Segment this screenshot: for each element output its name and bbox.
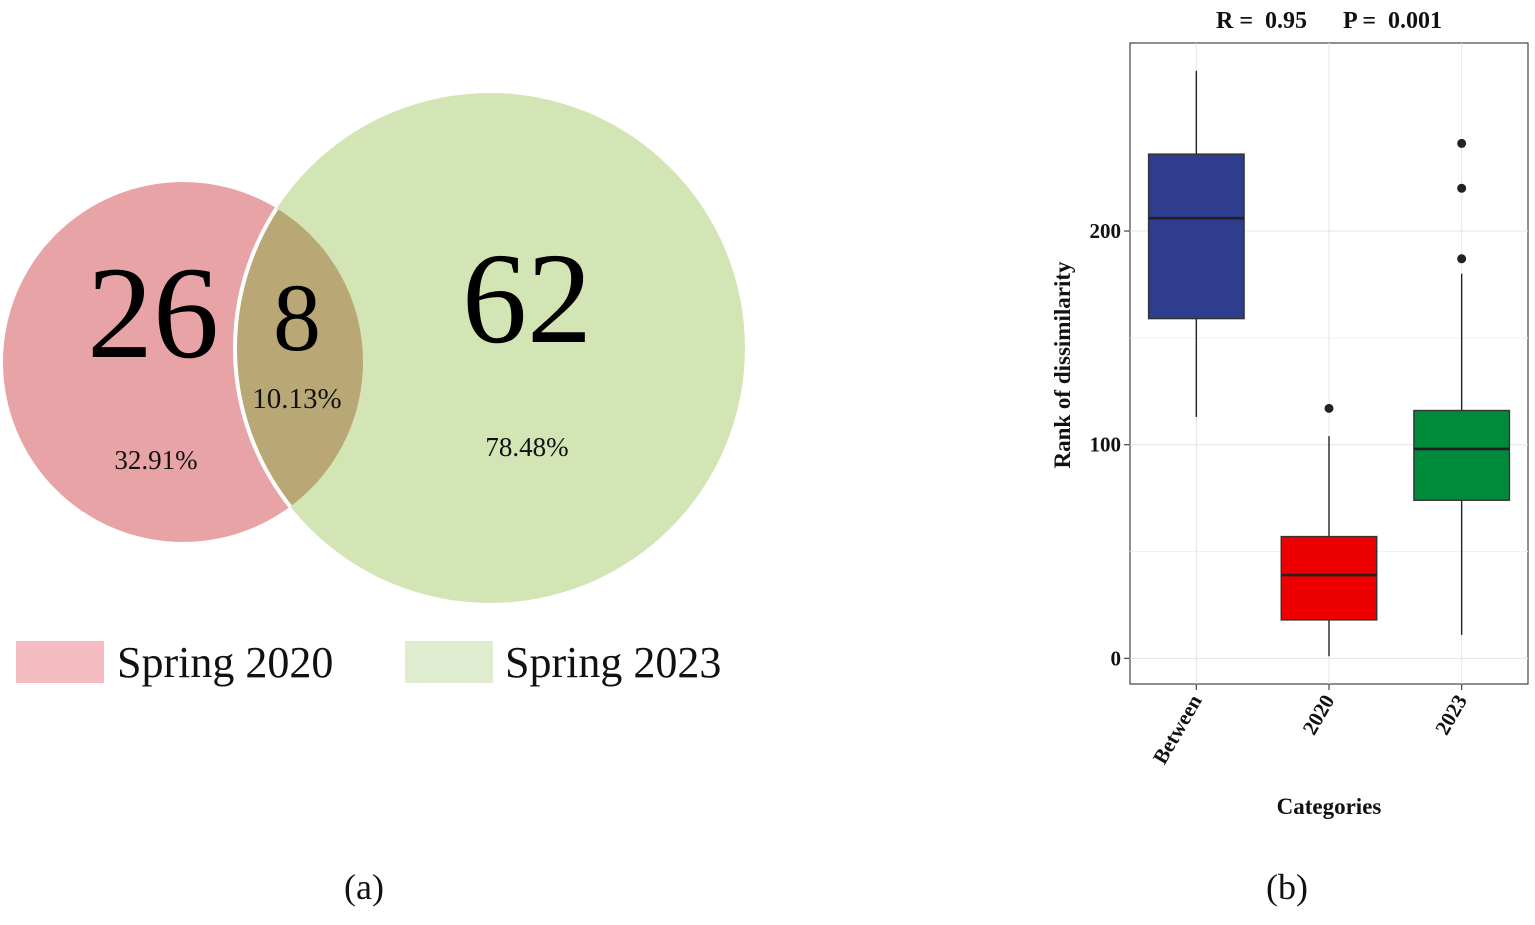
percent-only-2023: 78.48% <box>485 432 568 462</box>
percent-only-2020: 32.91% <box>114 445 197 475</box>
legend-label-spring-2020: Spring 2020 <box>117 638 333 687</box>
outlier-point-2023 <box>1457 138 1467 148</box>
legend-swatch-spring-2023 <box>405 641 493 683</box>
outlier-point-2020 <box>1324 403 1334 413</box>
boxplot-panel: R = 0.95 P = 0.001 0 100 200 Between 2020 202… <box>1000 0 1535 920</box>
outlier-point-2023 <box>1457 254 1467 264</box>
count-only-2020: 26 <box>87 239 219 386</box>
caption-a: (a) <box>344 867 384 907</box>
chart-title: R = 0.95 P = 0.001 <box>1216 8 1442 34</box>
legend-swatch-spring-2020 <box>16 641 104 683</box>
count-overlap: 8 <box>273 264 321 371</box>
y-tick-label: 200 <box>1090 219 1122 243</box>
count-only-2023: 62 <box>462 227 592 371</box>
box-2020 <box>1280 535 1378 621</box>
box-layer <box>1147 70 1511 657</box>
percent-overlap: 10.13% <box>252 383 341 415</box>
box-between <box>1147 153 1245 320</box>
box-2023 <box>1413 409 1511 501</box>
x-tick-label: 2020 <box>1298 691 1340 739</box>
y-tick-label: 0 <box>1111 646 1122 670</box>
y-axis-label: Rank of dissimilarity <box>1050 261 1075 469</box>
boxplot-chart: R = 0.95 P = 0.001 0 100 200 Between 2020 202… <box>1050 8 1529 819</box>
venn-diagram: 26 8 62 10.13% 32.91% 78.48% Spring 2020… <box>3 93 745 687</box>
x-axis-label: Categories <box>1277 794 1382 819</box>
x-tick-label: Between <box>1148 690 1207 768</box>
venn-circle-spring-2023 <box>235 93 745 603</box>
venn-panel: 26 8 62 10.13% 32.91% 78.48% Spring 2020… <box>0 0 760 920</box>
y-tick-label: 100 <box>1090 433 1122 457</box>
venn-overlap-border <box>233 182 363 542</box>
x-tick-label: 2023 <box>1430 691 1472 739</box>
outlier-point-2023 <box>1457 183 1467 193</box>
legend-label-spring-2023: Spring 2023 <box>505 638 721 687</box>
caption-b: (b) <box>1266 867 1308 907</box>
